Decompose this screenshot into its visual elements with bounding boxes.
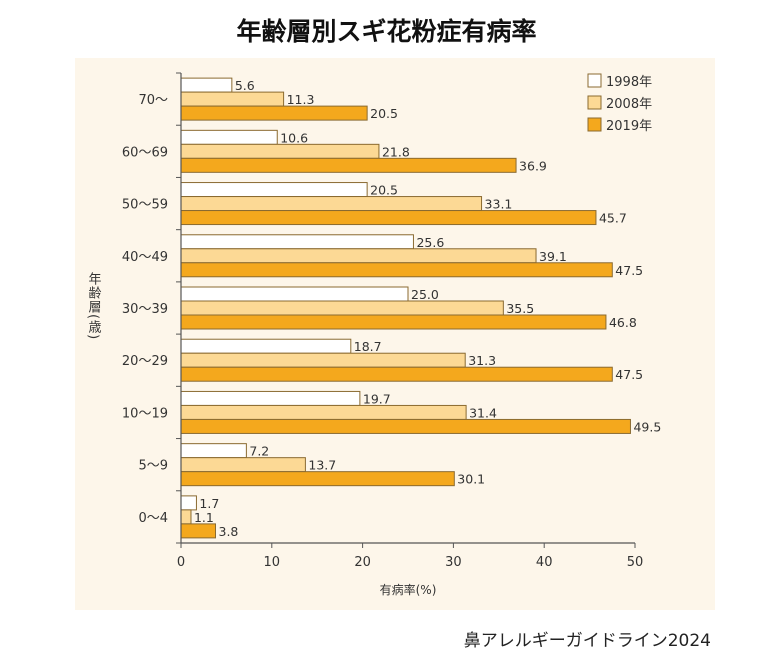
data-label: 20.5 — [370, 106, 398, 121]
chart-title: 年齢層別スギ花粉症有病率 — [236, 17, 537, 46]
x-tick-label: 10 — [264, 555, 281, 570]
category-label: 10〜19 — [122, 406, 168, 421]
x-tick-label: 20 — [354, 555, 371, 570]
data-label: 1.7 — [199, 496, 219, 511]
data-label: 11.3 — [287, 92, 315, 107]
bar-2019年 — [180, 366, 613, 382]
x-tick-label: 0 — [177, 555, 185, 570]
data-label: 25.6 — [416, 235, 444, 250]
data-label: 20.5 — [370, 183, 398, 198]
x-tick-label: 50 — [627, 555, 644, 570]
bar-2008年 — [180, 352, 466, 368]
bar-1998年 — [180, 129, 278, 145]
data-label: 25.0 — [411, 287, 439, 302]
data-label: 47.5 — [615, 263, 643, 278]
legend-label: 2008年 — [606, 97, 652, 112]
bar-2008年 — [180, 196, 483, 212]
data-label: 47.5 — [615, 367, 643, 382]
data-label: 30.1 — [457, 472, 485, 487]
bar-2019年 — [180, 523, 217, 539]
category-label: 60〜69 — [122, 145, 168, 160]
category-label: 20〜29 — [122, 354, 168, 369]
data-label: 36.9 — [519, 158, 547, 173]
bar-1998年 — [180, 286, 409, 302]
bar-2008年 — [180, 509, 192, 525]
x-tick-label: 30 — [445, 555, 462, 570]
data-label: 13.7 — [308, 458, 336, 473]
category-label: 70〜 — [138, 93, 168, 108]
bar-2019年 — [180, 157, 517, 173]
bar-1998年 — [180, 495, 197, 511]
data-label: 21.8 — [382, 144, 410, 159]
x-tick-label: 40 — [536, 555, 553, 570]
bar-2008年 — [180, 457, 306, 473]
category-label: 5〜9 — [138, 459, 168, 474]
x-axis-label: 有病率(%) — [380, 582, 437, 597]
category-label: 50〜59 — [122, 198, 168, 213]
bar-2019年 — [180, 418, 631, 434]
bar-1998年 — [180, 234, 414, 250]
y-axis-label: 年齢層(歳) — [86, 272, 102, 340]
legend-label: 2019年 — [606, 119, 652, 134]
bar-1998年 — [180, 443, 247, 459]
bar-1998年 — [180, 77, 233, 93]
bar-2019年 — [180, 471, 455, 487]
data-label: 45.7 — [599, 211, 627, 226]
bar-2008年 — [180, 143, 380, 159]
bar-1998年 — [180, 182, 368, 198]
data-label: 3.8 — [219, 524, 239, 539]
legend-swatch-2019年 — [587, 117, 602, 132]
bar-2008年 — [180, 404, 467, 420]
bar-2019年 — [180, 105, 368, 121]
data-label: 19.7 — [363, 391, 391, 406]
data-label: 33.1 — [485, 197, 513, 212]
bar-2008年 — [180, 300, 504, 316]
data-label: 39.1 — [539, 249, 567, 264]
data-label: 31.3 — [468, 353, 496, 368]
data-label: 7.2 — [249, 444, 269, 459]
bar-2019年 — [180, 314, 607, 330]
category-label: 30〜39 — [122, 302, 168, 317]
data-label: 31.4 — [469, 405, 497, 420]
data-label: 18.7 — [354, 339, 382, 354]
data-label: 5.6 — [235, 78, 255, 93]
source-text: 鼻アレルギーガイドライン2024 — [463, 631, 711, 651]
legend-swatch-2008年 — [587, 95, 602, 110]
legend-label: 1998年 — [606, 75, 652, 90]
bar-2008年 — [180, 91, 285, 107]
bar-2019年 — [180, 210, 597, 226]
bar-1998年 — [180, 338, 352, 354]
data-label: 49.5 — [633, 419, 661, 434]
data-label: 35.5 — [506, 301, 534, 316]
legend-swatch-1998年 — [587, 73, 602, 88]
bar-1998年 — [180, 390, 361, 406]
data-label: 1.1 — [194, 510, 214, 525]
data-label: 46.8 — [609, 315, 637, 330]
data-label: 10.6 — [280, 130, 308, 145]
category-label: 0〜4 — [138, 511, 168, 526]
category-label: 40〜49 — [122, 250, 168, 265]
bar-2019年 — [180, 262, 613, 278]
bar-2008年 — [180, 248, 537, 264]
